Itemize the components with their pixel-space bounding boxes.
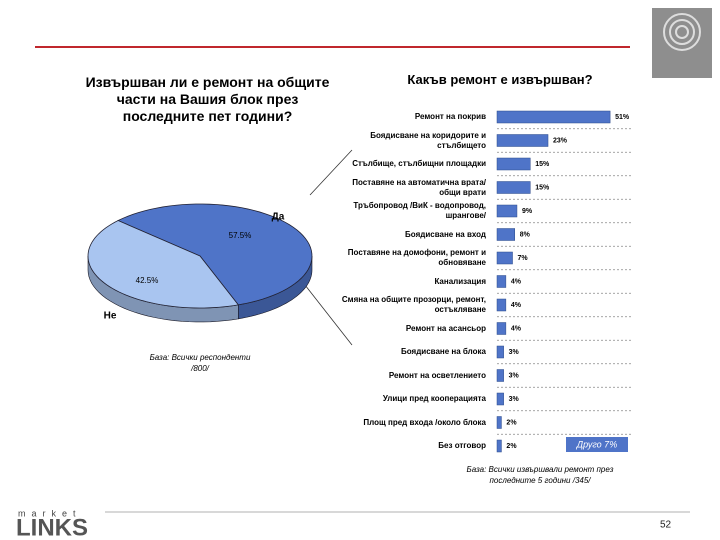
bar: [496, 110, 611, 124]
bar-value-label: 15%: [535, 161, 550, 168]
leader-line: [309, 149, 353, 196]
slice-category-label: Не: [104, 311, 117, 322]
logo-top: market: [18, 508, 82, 518]
bar: [496, 322, 507, 335]
bar-category-label: Поставяне на автоматична врата/общи врат…: [352, 177, 486, 197]
bar: [496, 392, 504, 406]
bar: [496, 298, 507, 312]
bar: [496, 204, 518, 218]
bar-category-label: Ремонт на покрив: [414, 112, 486, 121]
bar-category-label: Поставяне на домофони, ремонт и обновява…: [347, 248, 486, 267]
partner-logo: [652, 8, 712, 78]
bar-category-label: Боядисване на коридорите и стълбището: [370, 130, 486, 150]
bar: [496, 275, 507, 288]
bar: [496, 181, 531, 194]
logo-main: LINKS: [16, 514, 88, 540]
bar-category-label: Смяна на общите прозорци, ремонт, остъкл…: [341, 295, 486, 314]
bar-category-label: Улици пред кооперацията: [382, 394, 486, 403]
bar-value-label: 23%: [553, 137, 568, 144]
slice-category-label: Да: [272, 212, 285, 223]
bar-value-label: 3%: [509, 372, 520, 379]
bar-value-label: 2%: [506, 419, 517, 426]
bar-category-label: Ремонт на асансьор: [405, 323, 486, 333]
pie-slice: [87, 220, 240, 309]
bar-category-label: Боядисване на вход: [405, 229, 486, 239]
bar-note: База: Всички извършвали ремонт през посл…: [466, 465, 614, 485]
bar-value-label: 8%: [520, 231, 531, 238]
bar-value-label: 51%: [615, 114, 630, 121]
bar-value-label: 3%: [509, 349, 520, 356]
bar-category-label: Стълбище, стълбищни площадки: [352, 159, 486, 168]
bar-value-label: 15%: [535, 184, 550, 191]
pie-title: Извършван ли е ремонт на общите части на…: [85, 74, 330, 124]
bar-value-label: 7%: [518, 255, 529, 262]
bar-category-label: Канализация: [434, 276, 486, 286]
bar: [496, 416, 502, 429]
bar-category-label: Ремонт на осветлението: [388, 370, 486, 380]
leader-line: [304, 284, 353, 346]
bar: [496, 134, 549, 147]
bar-category-label: Тръбопровод /ВиК - водопровод, шрангове/: [353, 201, 486, 220]
annotation: Друго 7%: [576, 439, 617, 449]
bar: [496, 157, 531, 171]
bar-category-label: Площ пред входа /около блока: [363, 417, 486, 427]
bar-value-label: 4%: [511, 278, 522, 285]
bar-title: Какъв ремонт е извършван?: [407, 72, 593, 87]
annotation-box: [566, 437, 628, 452]
bar-value-label: 4%: [511, 302, 522, 309]
bar-value-label: 2%: [506, 443, 517, 450]
bar-category-label: Без отговор: [438, 441, 486, 450]
pie-slice: [117, 203, 313, 306]
bar-value-label: 9%: [522, 208, 533, 215]
bar-value-label: 3%: [509, 396, 520, 403]
bar: [496, 345, 504, 359]
slice-value-label: 42.5%: [136, 276, 159, 285]
bar: [496, 369, 504, 382]
bar-category-label: Боядисване на блока: [401, 347, 486, 356]
bar: [496, 439, 502, 453]
pie-note: База: Всички респонденти /800/: [149, 353, 251, 373]
slice-value-label: 57.5%: [229, 231, 252, 240]
bar: [496, 228, 515, 241]
bar: [496, 251, 513, 265]
bar-value-label: 4%: [511, 325, 522, 332]
page-number: 52: [660, 520, 672, 531]
